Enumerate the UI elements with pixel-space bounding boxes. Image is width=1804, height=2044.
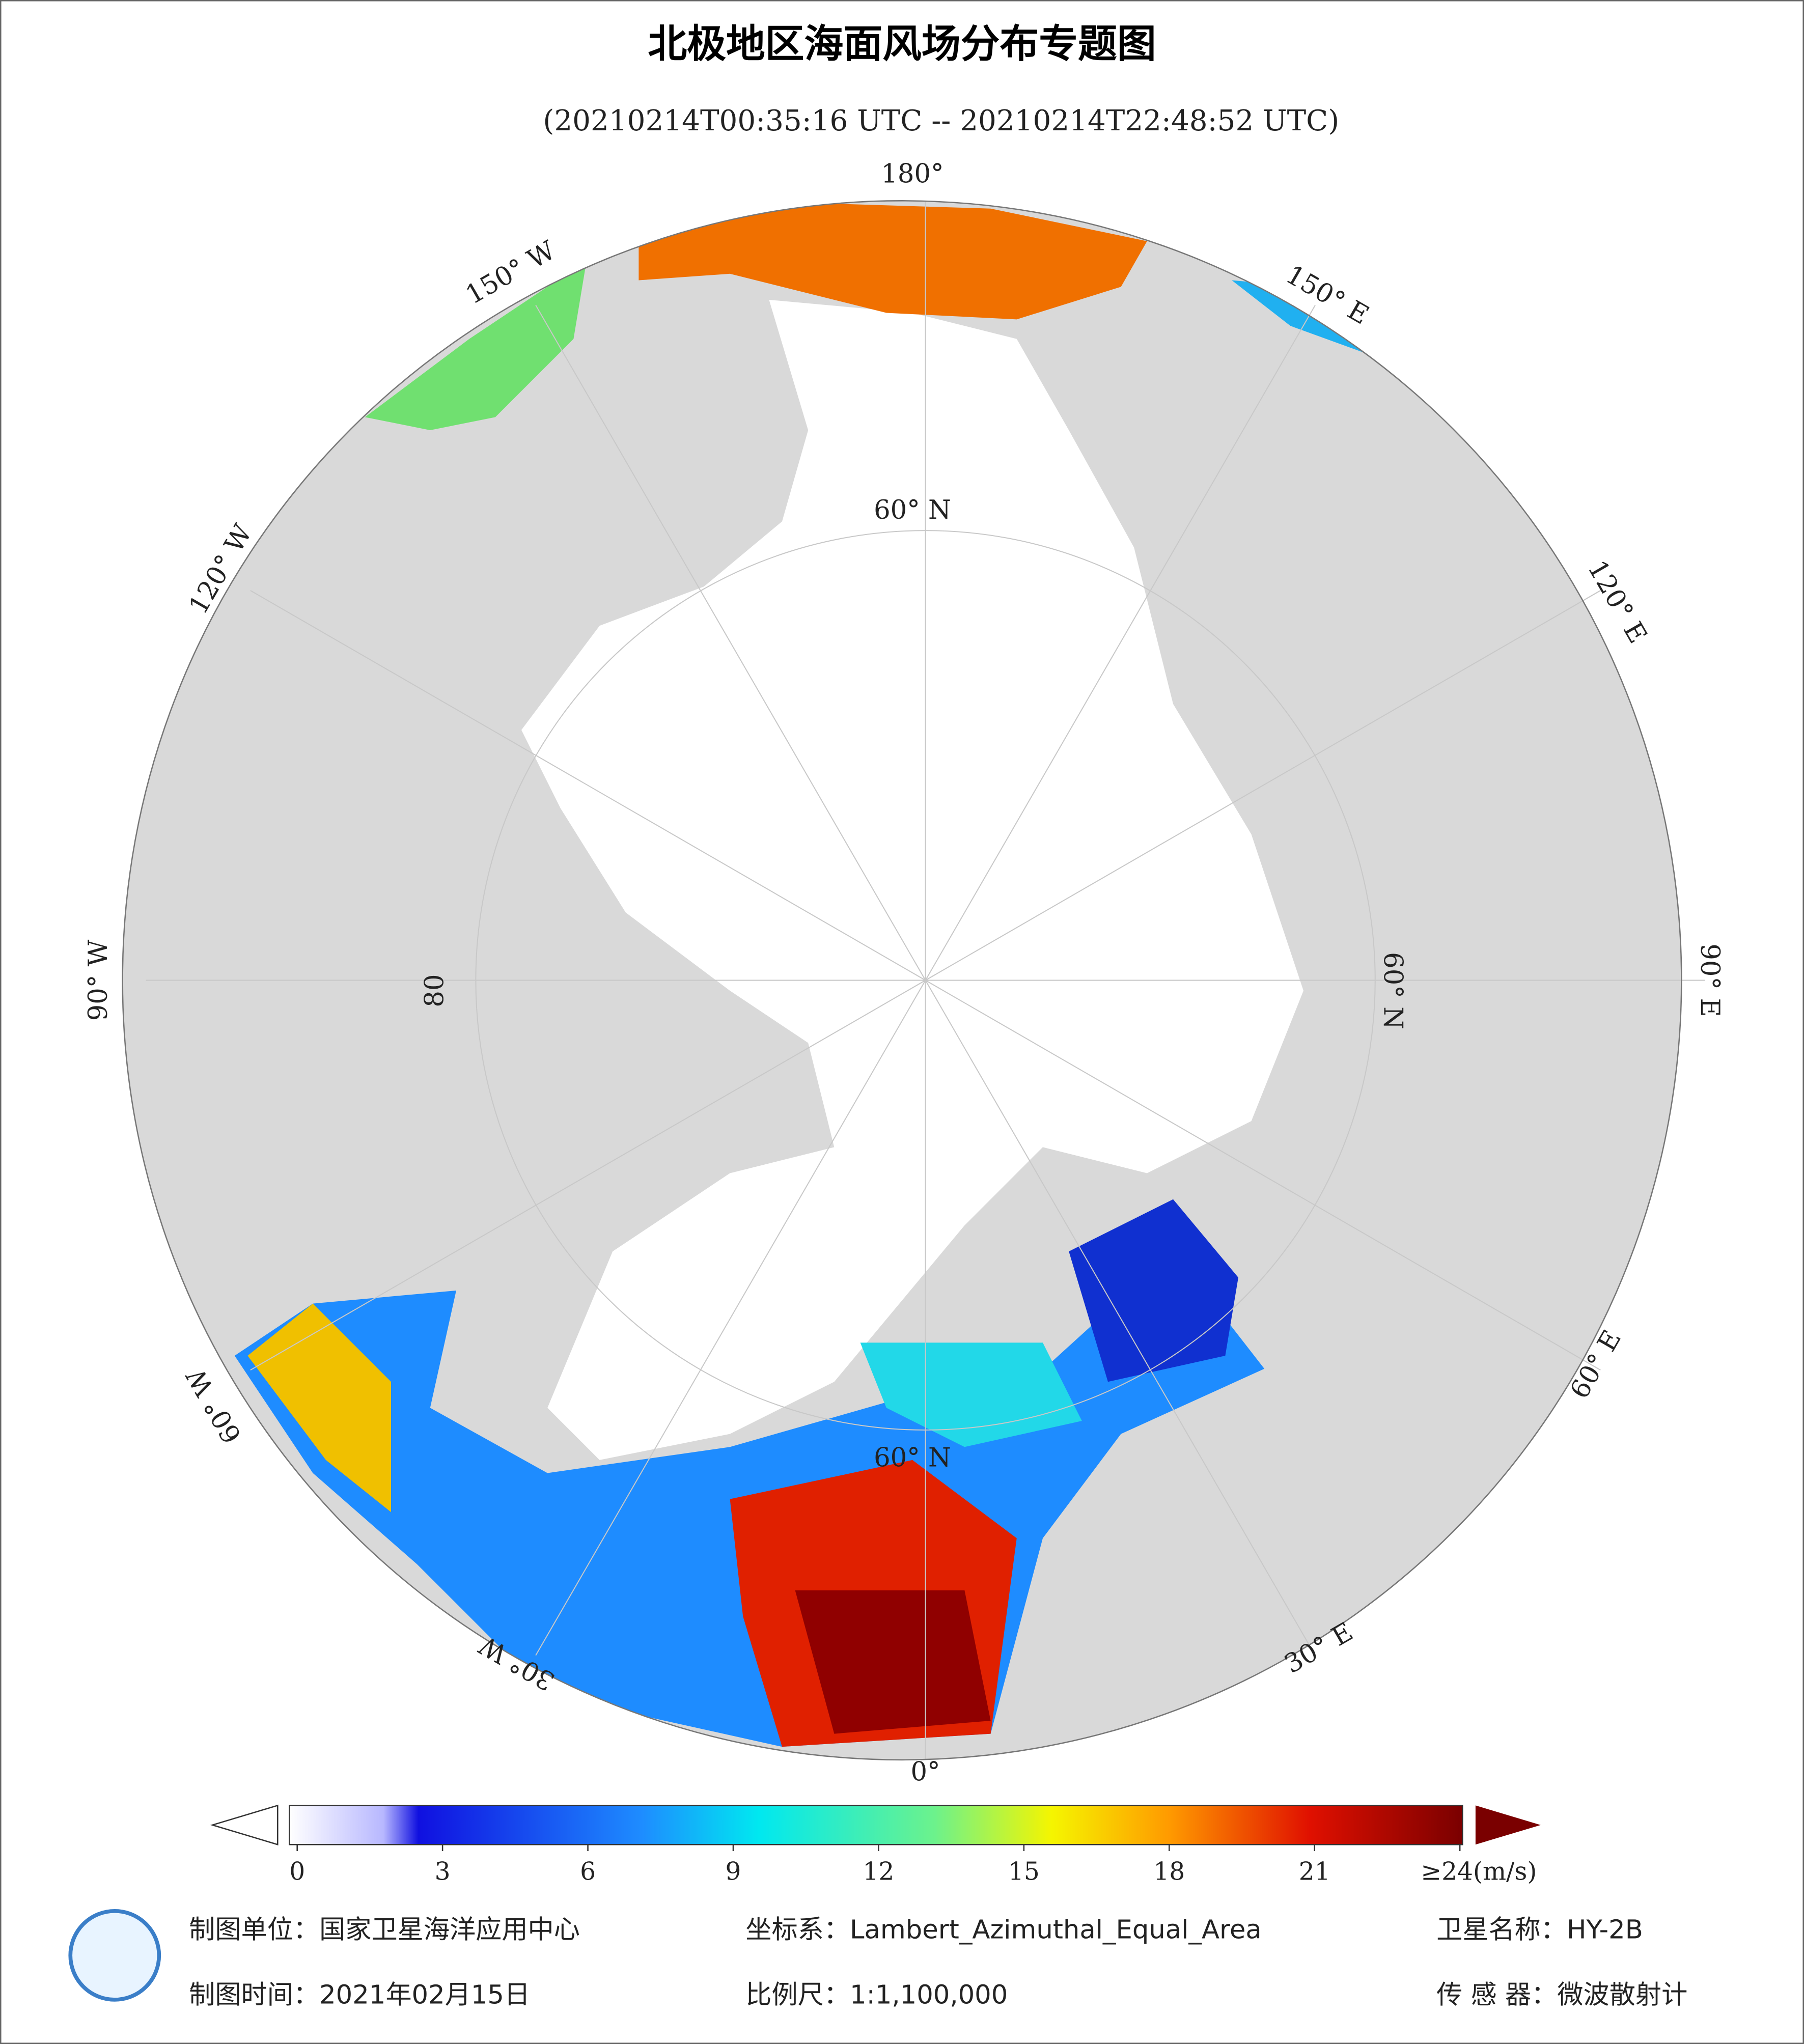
colorbar: 0 3 6 9 12 15 18 21 ≥24(m/s) [210,1804,1541,1886]
meridian [535,980,926,1656]
arctic-ocean [521,299,1303,1460]
wind-mid [860,1342,1082,1447]
colorbar-tick-label: 0 [289,1857,305,1886]
footer-satellite: 卫星名称：HY-2B [1436,1915,1643,1945]
colorbar-min-arrow [210,1804,279,1845]
colorbar-bar [289,1805,1463,1845]
colorbar-tick-label: 18 [1153,1857,1185,1886]
colorbar-tick-label: 15 [1008,1857,1040,1886]
map-border [122,200,1682,1761]
meridian [925,980,1316,1656]
colorbar-tick-label: 21 [1299,1857,1330,1886]
wind-barents [1069,1199,1238,1382]
colorbar-tick-label: 9 [726,1857,741,1886]
meridian [925,304,1316,981]
lat-label: 60° N [874,1443,951,1473]
graticule [146,201,1705,1760]
lat-label: 60° N [874,495,951,525]
meridian [250,590,926,981]
footer-sensor: 传 感 器：微波散射计 [1436,1980,1687,2010]
colorbar-tick-label: 12 [863,1857,894,1886]
footer-coords: 坐标系：Lambert_Azimuthal_Equal_Area [745,1915,1261,1945]
subtitle: (20210214T00:35:16 UTC -- 20210214T22:48… [543,104,1339,137]
meridian [250,979,926,1371]
logo [68,1909,161,2002]
footer-scale: 比例尺：1:1,100,000 [745,1980,1008,2010]
meridian [535,304,926,981]
footer-date: 制图时间：2021年02月15日 [189,1980,530,2010]
wind-greenland [247,1303,391,1513]
footer: 制图单位：国家卫星海洋应用中心 坐标系：Lambert_Azimuthal_Eq… [68,1909,1687,2010]
lat-label: 80 [419,974,450,1007]
colorbar-tick-label: 3 [435,1857,451,1886]
wind-pacific [639,202,1147,320]
lon-label: 90° W [83,939,114,1021]
lon-label: 180° [881,158,943,189]
meridian [925,979,1601,1371]
footer-unit: 制图单位：国家卫星海洋应用中心 [189,1915,580,1945]
colorbar-max-arrow [1475,1805,1541,1845]
colorbar-tick-label: ≥24(m/s) [1421,1857,1537,1886]
lon-label: 0° [910,1757,940,1787]
lon-label: 90° E [1695,943,1725,1017]
wind-alaska [365,261,587,430]
wind-okhotsk [1232,280,1363,352]
wind-max [795,1590,991,1734]
lat-label: 60° N [1378,952,1408,1029]
title: 北极地区海面风场分布专题图 [648,22,1156,67]
meridian [925,590,1601,981]
colorbar-tick-label: 6 [580,1857,596,1886]
